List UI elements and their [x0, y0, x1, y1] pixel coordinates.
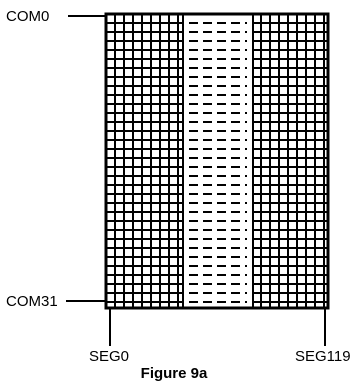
- figure-caption: Figure 9a: [141, 365, 208, 381]
- matrix-border: [104, 12, 330, 310]
- pixel-matrix-grid: [106, 14, 328, 308]
- seg0-label: SEG0: [89, 348, 129, 365]
- com0-label: COM0: [6, 8, 49, 25]
- com31-label: COM31: [6, 293, 58, 310]
- seg119-label: SEG119: [295, 348, 351, 365]
